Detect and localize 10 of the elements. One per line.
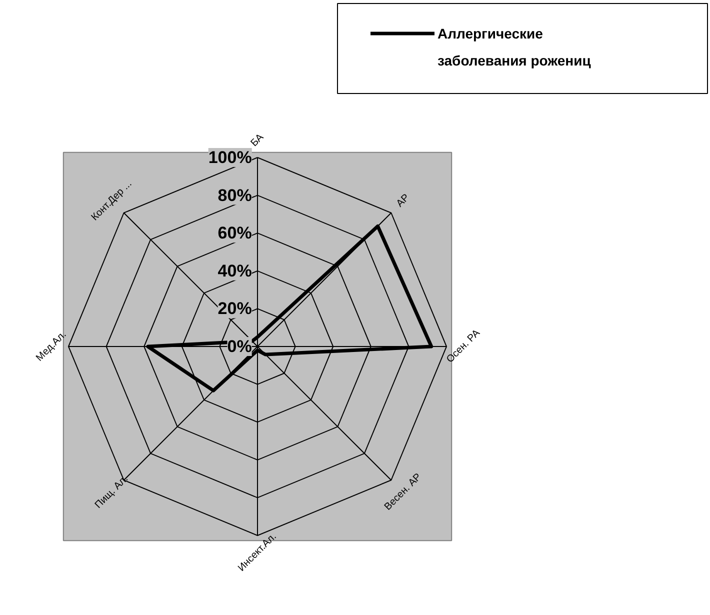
legend-label: Аллергические заболевания рожениц bbox=[438, 26, 592, 68]
spoke-label: Пищ. Ал. bbox=[93, 473, 131, 511]
y-tick-label: 100% bbox=[208, 148, 252, 167]
y-tick-label: 40% bbox=[218, 261, 252, 280]
y-tick-label: 60% bbox=[218, 224, 252, 243]
spoke-label: АР bbox=[394, 192, 412, 210]
y-tick-label: 20% bbox=[218, 299, 252, 318]
spoke-label: БА bbox=[249, 132, 266, 149]
y-tick-label: 80% bbox=[218, 186, 252, 205]
y-tick-label: 0% bbox=[227, 337, 252, 356]
